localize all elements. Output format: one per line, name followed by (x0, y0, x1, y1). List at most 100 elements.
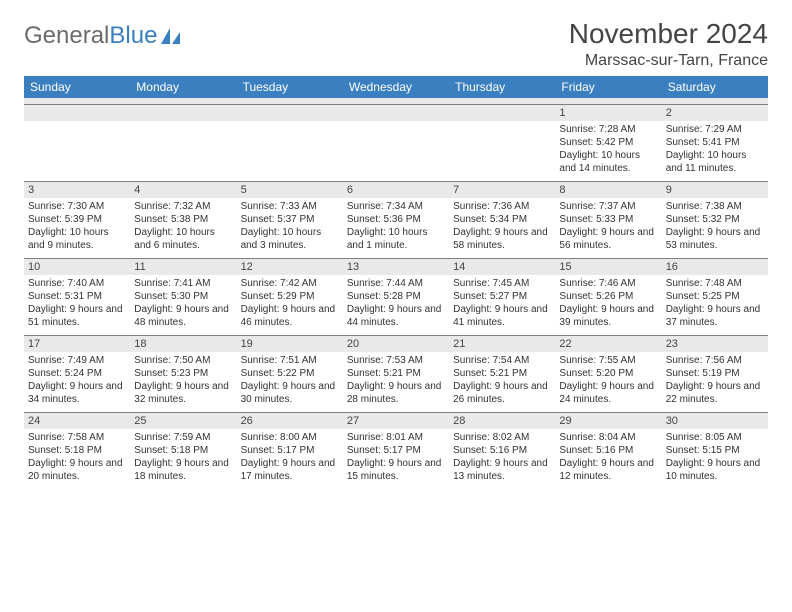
weekday-header: Monday (130, 76, 236, 98)
sunset-line: Sunset: 5:16 PM (559, 444, 657, 457)
sunrise-line: Sunrise: 7:59 AM (134, 431, 232, 444)
day-details: Sunrise: 7:56 AMSunset: 5:19 PMDaylight:… (662, 352, 768, 413)
daylight-line: Daylight: 10 hours and 1 minute. (347, 226, 445, 252)
day-detail-row: Sunrise: 7:49 AMSunset: 5:24 PMDaylight:… (24, 352, 768, 413)
weekday-header: Friday (555, 76, 661, 98)
day-number: 1 (555, 104, 661, 121)
day-details: Sunrise: 7:44 AMSunset: 5:28 PMDaylight:… (343, 275, 449, 336)
sunset-line: Sunset: 5:21 PM (347, 367, 445, 380)
sunrise-line: Sunrise: 7:41 AM (134, 277, 232, 290)
logo-sail-icon (160, 26, 182, 46)
sunrise-line: Sunrise: 7:50 AM (134, 354, 232, 367)
day-number: 12 (237, 258, 343, 275)
sunrise-line: Sunrise: 7:38 AM (666, 200, 764, 213)
sunrise-line: Sunrise: 7:32 AM (134, 200, 232, 213)
sunrise-line: Sunrise: 7:29 AM (666, 123, 764, 136)
day-details: Sunrise: 8:04 AMSunset: 5:16 PMDaylight:… (555, 429, 661, 489)
day-detail-row: Sunrise: 7:40 AMSunset: 5:31 PMDaylight:… (24, 275, 768, 336)
daylight-line: Daylight: 9 hours and 46 minutes. (241, 303, 339, 329)
sunrise-line: Sunrise: 7:46 AM (559, 277, 657, 290)
sunrise-line: Sunrise: 8:00 AM (241, 431, 339, 444)
sunset-line: Sunset: 5:37 PM (241, 213, 339, 226)
daylight-line: Daylight: 9 hours and 34 minutes. (28, 380, 126, 406)
day-detail-row: Sunrise: 7:58 AM Sunset: 5:18 PM Daylight:… (24, 429, 768, 489)
day-details: Sunrise: 7:40 AMSunset: 5:31 PMDaylight:… (24, 275, 130, 336)
day-number: 28 (449, 412, 555, 429)
weekday-header-row: Sunday Monday Tuesday Wednesday Thursday… (24, 76, 768, 98)
daylight-line: Daylight: 9 hours and 37 minutes. (666, 303, 764, 329)
sunrise-line: Sunrise: 7:28 AM (559, 123, 657, 136)
day-details: Sunrise: 7:42 AMSunset: 5:29 PMDaylight:… (237, 275, 343, 336)
sunset-line: Sunset: 5:31 PM (28, 290, 126, 303)
daylight-line: Daylight: 9 hours and 56 minutes. (559, 226, 657, 252)
day-details: Sunrise: 7:55 AMSunset: 5:20 PMDaylight:… (555, 352, 661, 413)
sunset-line: Sunset: 5:18 PM (134, 444, 232, 457)
day-number: 20 (343, 335, 449, 352)
sunset-line: Sunset: 5:39 PM (28, 213, 126, 226)
brand-logo: GeneralBlue (24, 22, 182, 50)
sunrise-line: Sunrise: 7:34 AM (347, 200, 445, 213)
daylight-line: Daylight: 9 hours and 13 minutes. (453, 457, 551, 483)
day-number-row: 24252627282930 (24, 412, 768, 429)
day-number: 6 (343, 181, 449, 198)
day-number-row: 10111213141516 (24, 258, 768, 275)
sunset-line: Sunset: 5:29 PM (241, 290, 339, 303)
daylight-line: Daylight: 9 hours and 17 minutes. (241, 457, 339, 483)
day-details: Sunrise: 8:05 AMSunset: 5:15 PMDaylight:… (662, 429, 768, 489)
sunrise-line: Sunrise: 7:44 AM (347, 277, 445, 290)
day-number: 7 (449, 181, 555, 198)
weekday-header: Saturday (662, 76, 768, 98)
day-number-row: 12 (24, 104, 768, 121)
day-details: Sunrise: 7:36 AMSunset: 5:34 PMDaylight:… (449, 198, 555, 259)
day-details: Sunrise: 7:28 AMSunset: 5:42 PMDaylight:… (555, 121, 661, 182)
day-details: Sunrise: 7:34 AMSunset: 5:36 PMDaylight:… (343, 198, 449, 259)
day-number: 30 (662, 412, 768, 429)
sunrise-line: Sunrise: 7:51 AM (241, 354, 339, 367)
day-details: Sunrise: 8:02 AMSunset: 5:16 PMDaylight:… (449, 429, 555, 489)
sunrise-line: Sunrise: 7:53 AM (347, 354, 445, 367)
header: GeneralBlue November 2024 Marssac-sur-Ta… (24, 18, 768, 70)
daylight-line: Daylight: 9 hours and 15 minutes. (347, 457, 445, 483)
weekday-header: Tuesday (237, 76, 343, 98)
daylight-line: Daylight: 9 hours and 26 minutes. (453, 380, 551, 406)
empty-cell (343, 121, 449, 182)
daylight-line: Daylight: 10 hours and 11 minutes. (666, 149, 764, 175)
sunrise-line: Sunrise: 7:54 AM (453, 354, 551, 367)
sunset-line: Sunset: 5:36 PM (347, 213, 445, 226)
daylight-line: Daylight: 9 hours and 53 minutes. (666, 226, 764, 252)
day-details: Sunrise: 7:51 AMSunset: 5:22 PMDaylight:… (237, 352, 343, 413)
day-details: Sunrise: 7:48 AMSunset: 5:25 PMDaylight:… (662, 275, 768, 336)
day-details: Sunrise: 7:54 AMSunset: 5:21 PMDaylight:… (449, 352, 555, 413)
sunset-line: Sunset: 5:34 PM (453, 213, 551, 226)
daylight-line: Daylight: 10 hours and 9 minutes. (28, 226, 126, 252)
sunrise-line: Sunrise: 7:58 AM (28, 431, 126, 444)
day-details: Sunrise: 7:37 AMSunset: 5:33 PMDaylight:… (555, 198, 661, 259)
empty-cell (237, 121, 343, 182)
day-number: 11 (130, 258, 236, 275)
sunrise-line: Sunrise: 8:05 AM (666, 431, 764, 444)
day-details: Sunrise: 8:01 AMSunset: 5:17 PMDaylight:… (343, 429, 449, 489)
daylight-line: Daylight: 9 hours and 41 minutes. (453, 303, 551, 329)
weekday-header: Thursday (449, 76, 555, 98)
day-detail-row: Sunrise: 7:30 AMSunset: 5:39 PMDaylight:… (24, 198, 768, 259)
day-number: 3 (24, 181, 130, 198)
day-details: Sunrise: 7:29 AMSunset: 5:41 PMDaylight:… (662, 121, 768, 182)
day-number: 27 (343, 412, 449, 429)
day-number: 26 (237, 412, 343, 429)
day-number: 22 (555, 335, 661, 352)
day-number: 17 (24, 335, 130, 352)
daylight-line: Daylight: 10 hours and 6 minutes. (134, 226, 232, 252)
day-number: 10 (24, 258, 130, 275)
empty-cell (237, 104, 343, 121)
sunset-line: Sunset: 5:30 PM (134, 290, 232, 303)
daylight-line: Daylight: 9 hours and 39 minutes. (559, 303, 657, 329)
daylight-line: Daylight: 9 hours and 22 minutes. (666, 380, 764, 406)
sunset-line: Sunset: 5:25 PM (666, 290, 764, 303)
sunrise-line: Sunrise: 7:56 AM (666, 354, 764, 367)
day-number: 9 (662, 181, 768, 198)
day-number: 8 (555, 181, 661, 198)
daylight-line: Daylight: 9 hours and 12 minutes. (559, 457, 657, 483)
sunrise-line: Sunrise: 8:01 AM (347, 431, 445, 444)
sunset-line: Sunset: 5:24 PM (28, 367, 126, 380)
day-details: Sunrise: 7:45 AMSunset: 5:27 PMDaylight:… (449, 275, 555, 336)
